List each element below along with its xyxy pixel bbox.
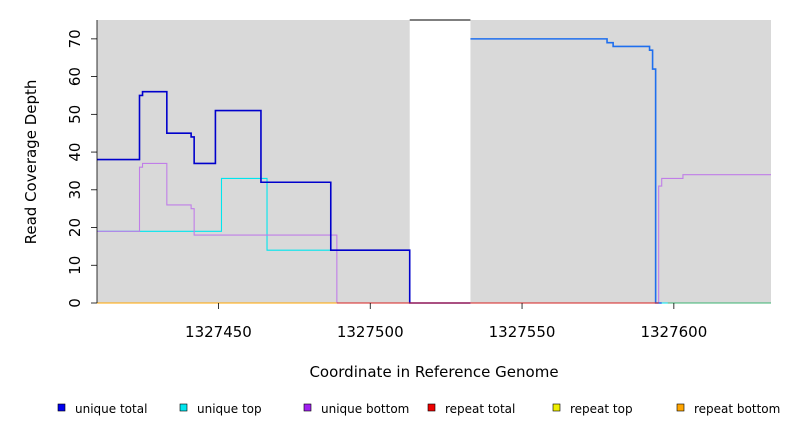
x-tick-label: 1327450 [185,323,252,341]
series-line-unique-bottom [97,162,771,304]
y-tick-label: 50 [66,105,84,124]
series-layer [97,38,771,304]
x-tick-label: 1327500 [337,323,404,341]
legend-item-repeat-total: repeat total [427,402,515,416]
y-tick-label: 40 [66,143,84,162]
legend-swatch [57,403,66,412]
legend-label: repeat total [445,402,515,416]
x-tick-label: 1327550 [489,323,556,341]
y-tick-label: 70 [66,29,84,48]
legend-label: unique bottom [321,402,409,416]
y-tick-label: 30 [66,180,84,199]
y-axis-title: Read Coverage Depth [22,80,40,245]
y-tick-label: 0 [66,298,84,308]
legend-label: repeat bottom [694,402,780,416]
legend-swatch [303,403,312,412]
x-axis-title: Coordinate in Reference Genome [309,363,558,381]
series-line-unique-total [470,38,662,304]
legend-label: unique total [75,402,147,416]
legend-item-repeat-bottom: repeat bottom [676,402,780,416]
y-tick-label: 60 [66,67,84,86]
plot-area [97,19,771,303]
legend-item-unique-bottom: unique bottom [303,402,409,416]
y-tick-label: 10 [66,256,84,275]
legend-label: unique top [197,402,262,416]
legend-label: repeat top [570,402,633,416]
legend-swatch [427,403,436,412]
legend-item-repeat-top: repeat top [552,402,633,416]
legend-swatch [552,403,561,412]
axes: 0 10 20 30 40 50 60 70 1327450 1327500 1327550 1327… [66,20,707,341]
legend-swatch [676,403,685,412]
series-line-unique-total [97,90,471,304]
y-tick-label: 20 [66,218,84,237]
coverage-gap-region [409,20,471,303]
legend-swatch [179,403,188,412]
x-tick-label: 1327600 [640,323,707,341]
legend-item-unique-top: unique top [179,402,262,416]
legend: unique total unique top unique bottom repea… [57,402,780,416]
legend-item-unique-total: unique total [57,402,147,416]
